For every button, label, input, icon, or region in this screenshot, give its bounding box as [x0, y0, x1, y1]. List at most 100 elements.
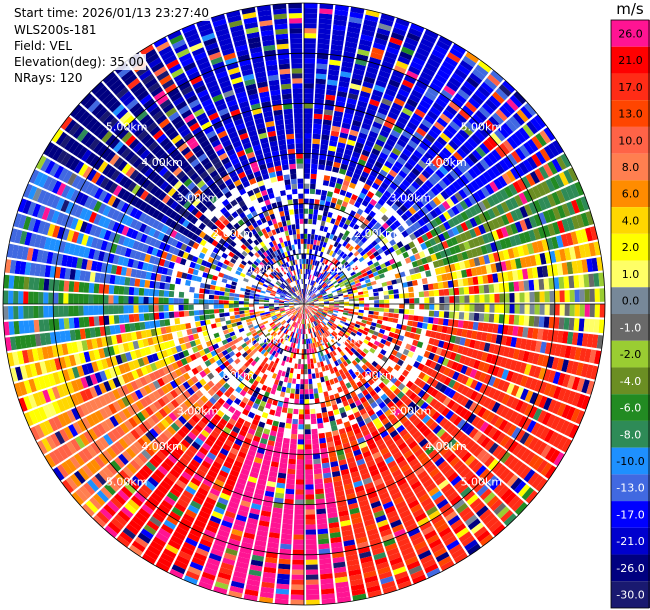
range-gate	[277, 336, 283, 342]
range-gate	[369, 152, 379, 161]
range-gate	[280, 326, 286, 332]
range-gate	[573, 275, 580, 288]
range-gate	[326, 385, 332, 392]
range-gate	[401, 230, 409, 238]
range-gate	[413, 540, 427, 551]
range-gate	[580, 228, 589, 243]
range-gate	[244, 354, 251, 361]
range-gate	[47, 373, 56, 387]
range-gate	[315, 320, 319, 325]
range-gate	[170, 450, 181, 460]
range-gate	[327, 310, 334, 314]
range-gate	[458, 531, 473, 543]
range-gate	[299, 304, 304, 307]
range-gate	[245, 522, 258, 530]
range-gate	[157, 397, 167, 408]
range-gate	[439, 304, 445, 311]
range-gate	[24, 364, 33, 379]
range-gate	[278, 301, 285, 303]
range-gate	[368, 329, 375, 335]
range-gate	[367, 243, 374, 250]
range-gate	[3, 274, 10, 289]
range-gate	[425, 505, 438, 516]
range-gate	[152, 512, 165, 523]
range-gate	[538, 166, 549, 180]
range-gate	[442, 281, 449, 289]
range-gate	[232, 277, 239, 283]
range-gate	[22, 199, 32, 215]
range-gate	[321, 366, 326, 372]
range-gate	[235, 318, 242, 323]
range-gate	[130, 331, 138, 341]
range-gate	[517, 245, 525, 257]
range-gate	[429, 361, 437, 370]
range-gate	[340, 274, 346, 280]
range-gate	[198, 309, 205, 316]
range-gate	[304, 118, 313, 124]
range-gate	[401, 386, 410, 394]
range-gate	[424, 304, 430, 310]
range-gate	[166, 439, 177, 450]
range-gate	[482, 397, 492, 409]
range-gate	[154, 411, 164, 421]
range-gate	[532, 328, 539, 340]
range-gate	[264, 311, 271, 315]
range-gate	[499, 293, 505, 303]
range-gate	[222, 557, 236, 566]
range-gate	[349, 304, 355, 307]
range-gate	[98, 348, 106, 359]
range-gate	[182, 390, 191, 399]
range-gate	[483, 284, 490, 294]
range-gate	[393, 97, 406, 107]
range-gate	[364, 304, 370, 307]
range-gate	[313, 118, 323, 125]
range-gate	[304, 300, 308, 304]
range-gate	[328, 261, 334, 268]
range-gate	[476, 433, 487, 445]
range-gate	[190, 427, 200, 437]
range-gate	[348, 311, 354, 315]
range-gate	[137, 437, 148, 449]
range-gate	[203, 347, 211, 355]
range-gate	[421, 215, 430, 224]
range-gate	[403, 518, 416, 528]
range-gate	[304, 304, 307, 309]
range-gate	[566, 217, 575, 231]
range-gate	[96, 360, 104, 371]
range-gate	[316, 68, 327, 75]
range-gate	[456, 328, 463, 337]
range-gate	[324, 396, 330, 402]
range-gate	[311, 348, 315, 354]
range-gate	[359, 127, 370, 135]
range-gate	[154, 320, 161, 328]
range-gate	[243, 307, 250, 311]
range-gate	[164, 319, 171, 326]
range-gate	[483, 155, 494, 167]
range-gate	[523, 469, 536, 483]
range-gate	[321, 333, 326, 339]
range-gate	[488, 313, 495, 323]
range-gate	[348, 296, 354, 299]
range-gate	[317, 48, 329, 55]
range-gate	[47, 223, 56, 237]
range-gate	[520, 375, 529, 387]
range-gate	[388, 552, 402, 562]
range-gate	[384, 505, 396, 515]
range-gate	[376, 173, 386, 182]
range-gate	[331, 257, 337, 264]
range-gate	[75, 488, 88, 503]
range-gate	[444, 334, 452, 342]
range-gate	[130, 495, 143, 507]
range-gate	[292, 564, 304, 570]
range-gate	[383, 55, 396, 65]
range-gate	[328, 307, 334, 311]
range-gate	[243, 304, 249, 308]
range-gate	[187, 463, 198, 473]
range-gate	[460, 421, 471, 433]
range-gate	[417, 516, 430, 527]
range-gate	[317, 294, 323, 298]
range-gate	[234, 293, 240, 298]
range-gate	[89, 386, 98, 398]
range-gate	[524, 304, 530, 315]
range-gate	[317, 382, 322, 389]
